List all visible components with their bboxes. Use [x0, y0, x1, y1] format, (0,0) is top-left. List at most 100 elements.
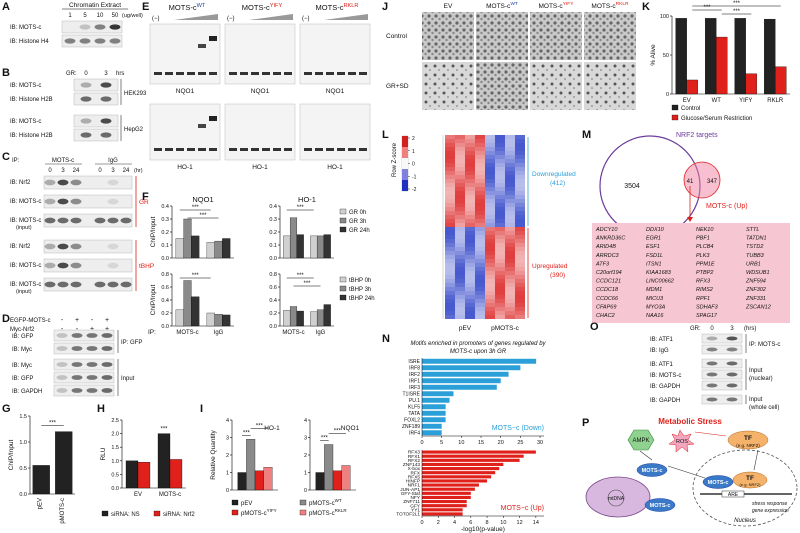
legend-label: pMOTS-cRKLR [309, 508, 347, 517]
label: IB: ATF1 [650, 362, 674, 368]
chart-title: NQO1 [192, 195, 213, 204]
heatmap-cell [495, 303, 505, 307]
y-tick-label: 50 [663, 53, 669, 59]
ros-shape [668, 429, 695, 453]
heatmap-cell [445, 219, 455, 223]
heatmap-cell [495, 255, 505, 259]
significance: *** [49, 421, 57, 427]
panel-letter: B [2, 67, 10, 79]
blot-band [101, 362, 113, 367]
blot-band [44, 281, 56, 288]
heatmap-cell [445, 143, 455, 147]
heatmap-cell [475, 291, 485, 295]
bar [323, 234, 331, 259]
y-tick-label: 0.0 [111, 486, 119, 492]
heatmap-cell [495, 195, 505, 199]
heatmap-cell [515, 295, 525, 299]
heatmap-cell [445, 191, 455, 195]
blot-band [56, 362, 68, 367]
label: IB: GAPDH [650, 398, 680, 404]
bar [422, 365, 521, 371]
blot-band [80, 132, 92, 138]
heatmap-cell [515, 199, 525, 203]
gel-band [304, 148, 312, 151]
x-tick-label: 2 [437, 520, 440, 526]
heatmap-cell [465, 143, 475, 147]
heatmap-cell [465, 163, 475, 167]
heatmap-cell [445, 135, 455, 139]
label-superscript: WT [197, 3, 206, 9]
heatmap-cell [445, 295, 455, 299]
bar [254, 470, 264, 491]
label-superscript: RKLR [335, 508, 348, 513]
heatmap-cell [495, 239, 505, 243]
label: ESF1 [646, 244, 660, 250]
label: GR: [690, 326, 701, 332]
category-label: RFX3 [408, 450, 420, 456]
category-label: ZNF711 [403, 499, 420, 505]
gel-band [284, 148, 292, 151]
label: - [61, 326, 64, 333]
heatmap-cell [465, 307, 475, 311]
axis-title: % Alive [650, 44, 657, 66]
heatmap-cell [455, 235, 465, 239]
blot-band [94, 281, 106, 288]
heatmap-cell [475, 307, 485, 311]
label: HO-1 [252, 164, 268, 171]
label: - [61, 317, 64, 324]
tf-shape [727, 430, 769, 450]
tf-shape [732, 471, 768, 489]
heatmap-cell [485, 291, 495, 295]
heatmap-cell [495, 287, 505, 291]
heatmap-cell [475, 263, 485, 267]
heatmap-cell [485, 139, 495, 143]
heatmap-cell [455, 279, 465, 283]
label-text: MOTS-c [591, 3, 616, 10]
panel-letter: I [200, 403, 203, 415]
label: RPF1 [696, 296, 710, 302]
label: MOTS-cWT [486, 1, 518, 10]
bar [237, 472, 247, 491]
bar [422, 462, 504, 467]
y-tick-label: 4 [226, 418, 229, 424]
heatmap-cell [465, 279, 475, 283]
panel-letter: G [2, 403, 11, 415]
label: MOTS-cYIFY [538, 1, 574, 10]
nucleus [692, 449, 798, 527]
heatmap-cell [505, 167, 515, 171]
label: (hr) [134, 168, 143, 174]
y-tick-label: 0.5 [111, 472, 119, 478]
gel-band [176, 148, 184, 151]
heatmap-cell [455, 303, 465, 307]
blot-band [70, 243, 82, 250]
heatmap-cell [505, 199, 515, 203]
heatmap-cell [455, 211, 465, 215]
label: ZNF594 [745, 279, 766, 285]
heatmap-cell [515, 159, 525, 163]
heatmap-cell [465, 299, 475, 303]
legend-swatch [671, 114, 679, 121]
label: Metabolic Stress [658, 417, 722, 426]
heatmap-cell [515, 171, 525, 175]
heatmap-cell [505, 271, 515, 275]
y-tick-label: 2.5 [111, 418, 119, 424]
label-text: pMOTS-c [309, 501, 335, 507]
heatmap-cell [445, 147, 455, 151]
heatmap-cell [465, 243, 475, 247]
heatmap-cell [475, 287, 485, 291]
blot-band [56, 333, 68, 338]
gel-band [251, 72, 259, 75]
heatmap-cell [505, 163, 515, 167]
heatmap-cell [465, 179, 475, 183]
bar [310, 311, 318, 327]
heatmap-cell [505, 195, 515, 199]
label: TF [746, 475, 754, 482]
bar [289, 217, 298, 259]
heatmap-cell [475, 239, 485, 243]
label: ITSN1 [646, 261, 662, 267]
label: (input) [16, 289, 32, 295]
heatmap-cell [465, 219, 475, 223]
label: (nuclear) [749, 376, 773, 382]
label: tBHP [139, 263, 154, 270]
heatmap-cell [445, 235, 455, 239]
